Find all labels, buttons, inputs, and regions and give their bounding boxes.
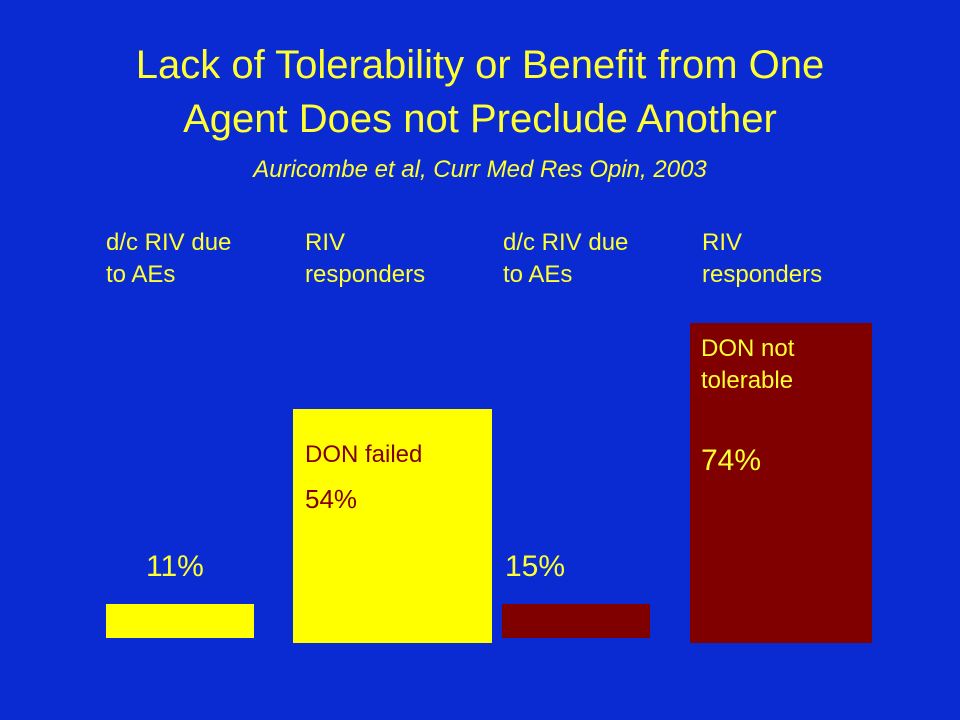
bar-4-label-line2: tolerable bbox=[701, 367, 794, 394]
value-label-2: 54% bbox=[305, 484, 358, 514]
bar-4 bbox=[690, 323, 872, 643]
column-header-1-line1: d/c RIV due bbox=[106, 229, 232, 256]
value-label-3: 15% bbox=[505, 550, 566, 583]
bar-4-label-line1: DON not bbox=[701, 335, 795, 362]
bar-4-label: DON not tolerable bbox=[701, 333, 794, 397]
column-header-1: d/c RIV due to AEs bbox=[106, 227, 231, 291]
column-header-2-line2: responders bbox=[305, 261, 426, 288]
column-header-3-line2: to AEs bbox=[503, 261, 573, 288]
column-header-3: d/c RIV due to AEs bbox=[503, 227, 628, 291]
bar-2-label: DON failed bbox=[305, 441, 423, 468]
value-label-4: 74% bbox=[701, 444, 762, 477]
bar-3 bbox=[502, 604, 650, 638]
slide-title: Lack of Tolerability or Benefit from One… bbox=[0, 38, 960, 146]
title-line-2: Agent Does not Preclude Another bbox=[183, 97, 777, 141]
bar-2 bbox=[293, 409, 492, 643]
column-header-1-line2: to AEs bbox=[106, 261, 176, 288]
citation-subtitle: Auricombe et al, Curr Med Res Opin, 2003 bbox=[253, 156, 707, 183]
column-header-4-line1: RIV bbox=[702, 229, 743, 256]
column-header-3-line1: d/c RIV due bbox=[503, 229, 629, 256]
column-header-2: RIV responders bbox=[305, 227, 425, 291]
title-line-1: Lack of Tolerability or Benefit from One bbox=[135, 43, 825, 87]
value-label-1: 11% bbox=[146, 550, 204, 583]
column-header-2-line1: RIV bbox=[305, 229, 346, 256]
bar-1 bbox=[106, 604, 254, 638]
column-header-4-line2: responders bbox=[702, 261, 823, 288]
column-header-4: RIV responders bbox=[702, 227, 822, 291]
